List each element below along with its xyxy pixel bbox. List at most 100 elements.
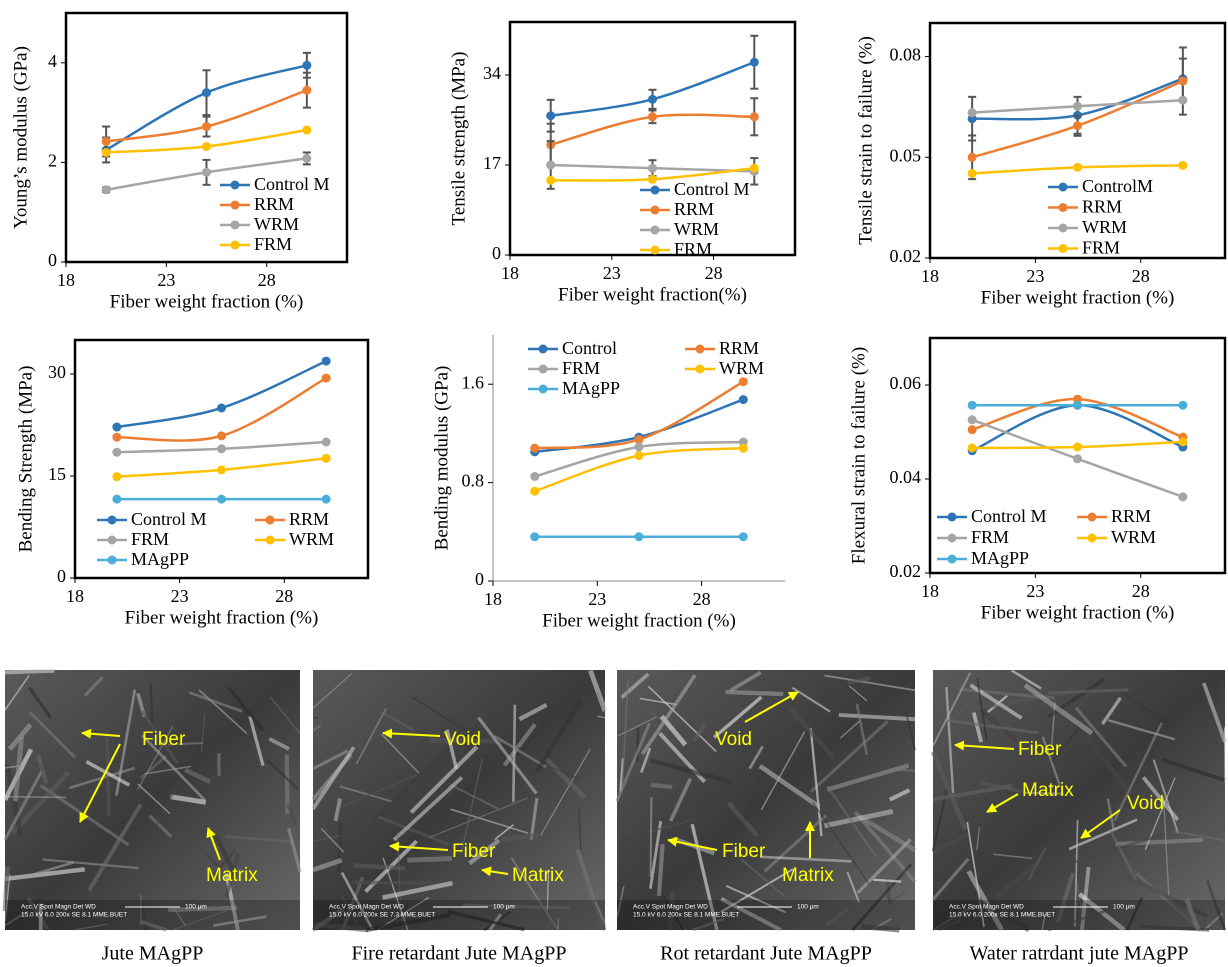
annotation-label: Matrix — [512, 865, 564, 886]
sem-texture — [1152, 759, 1180, 834]
data-point — [101, 147, 111, 157]
sem-texture — [353, 863, 406, 871]
sem-texture — [690, 823, 719, 931]
annotation-label: Matrix — [1022, 780, 1074, 801]
sem-texture — [1074, 706, 1128, 768]
legend-label: FRM — [674, 239, 712, 259]
sem-texture — [823, 808, 894, 829]
legend-label: WRM — [254, 214, 299, 234]
data-point — [1178, 95, 1188, 105]
legend-label: Control — [562, 338, 617, 358]
sem-info: Acc.V Spot Magn Det WD — [949, 904, 1024, 911]
figure-caption: Water ratrdant jute MAgPP — [970, 943, 1189, 965]
sem-info: 15.0 kV 6.0 200x SE 7.3 MME.BUET — [329, 912, 435, 919]
sem-texture — [544, 757, 587, 800]
series-line — [116, 359, 327, 429]
sem-texture — [340, 876, 365, 931]
sem-texture — [382, 880, 453, 900]
legend-label: RRM — [674, 199, 714, 219]
legend-label: Control M — [971, 506, 1047, 526]
sem-texture — [760, 731, 806, 811]
data-point — [101, 136, 111, 146]
y-tick-label: 0.06 — [890, 373, 922, 393]
sem-texture — [966, 870, 1004, 932]
sem-texture — [380, 733, 420, 774]
sem-texture — [1106, 798, 1115, 829]
sem-texture — [788, 706, 835, 759]
annotation-label: Fiber — [142, 729, 186, 750]
legend-label: WRM — [1082, 217, 1127, 237]
y-axis-label: Young’s modulus (GPa) — [10, 46, 31, 229]
sem-texture — [266, 758, 299, 790]
sem-texture — [1201, 682, 1227, 743]
sem-texture — [11, 770, 71, 835]
sem-texture — [692, 722, 707, 743]
sem-texture — [87, 803, 143, 892]
sem-texture — [172, 909, 228, 931]
legend-marker — [538, 384, 548, 394]
sem-texture — [1205, 921, 1226, 931]
sem-texture — [141, 774, 184, 854]
data-point — [967, 415, 977, 425]
legend-marker — [265, 515, 275, 525]
sem-texture — [1125, 896, 1144, 931]
sem-texture — [500, 832, 539, 842]
sem-texture — [168, 905, 238, 913]
data-point — [648, 112, 657, 122]
sem-info-bar — [933, 900, 1225, 930]
sem-texture — [1077, 844, 1086, 888]
sem-texture — [720, 897, 782, 932]
data-point — [546, 175, 556, 185]
data-point — [749, 112, 759, 122]
sem-texture — [993, 858, 1043, 900]
sem-texture — [1050, 702, 1056, 748]
y-axis-label: Bending modulus (GPa) — [431, 366, 452, 551]
y-tick-label: 0 — [48, 250, 57, 270]
sem-texture — [639, 697, 676, 706]
x-tick-label: 28 — [1132, 581, 1150, 601]
sem-texture — [534, 699, 583, 774]
legend-label: RRM — [254, 194, 294, 214]
sem-texture — [373, 745, 452, 820]
sem-texture — [763, 814, 827, 873]
data-point — [321, 356, 331, 366]
sem-texture — [616, 885, 625, 919]
sem-info-bar — [617, 900, 915, 930]
data-point — [112, 422, 122, 432]
legend-marker — [1058, 244, 1068, 253]
sem-texture — [758, 764, 821, 809]
legend-marker — [107, 515, 117, 525]
sem-texture — [320, 827, 344, 853]
sem-texture — [200, 713, 206, 752]
sem-texture — [725, 689, 784, 697]
sem-texture — [169, 794, 207, 805]
data-point — [217, 444, 226, 454]
sem-texture — [2, 866, 10, 912]
sem-texture — [812, 801, 870, 885]
data-point — [546, 160, 556, 170]
sem-texture — [856, 838, 912, 895]
sem-texture — [429, 797, 529, 838]
sem-texture — [809, 727, 823, 837]
sem-texture — [597, 715, 606, 719]
scale-label: 100 µm — [1113, 904, 1135, 911]
y-tick-label: 17 — [483, 153, 501, 173]
legend-label: WRM — [674, 219, 719, 239]
data-point — [112, 472, 122, 482]
sem-info: 15.0 kV 6.0 200x SE 8.1 MME.BUET — [633, 912, 739, 919]
sem-texture — [4, 668, 55, 675]
sem-texture — [809, 720, 889, 793]
legend-label: FRM — [971, 527, 1009, 547]
data-point — [1073, 121, 1082, 131]
sem-texture — [12, 736, 25, 802]
sem-texture — [429, 738, 503, 744]
x-tick-label: 23 — [157, 270, 175, 290]
sem-texture — [188, 691, 243, 713]
sem-texture — [248, 715, 265, 767]
sem-texture — [1113, 722, 1163, 821]
y-tick-label: 0.8 — [462, 471, 485, 491]
sem-texture — [36, 754, 49, 784]
